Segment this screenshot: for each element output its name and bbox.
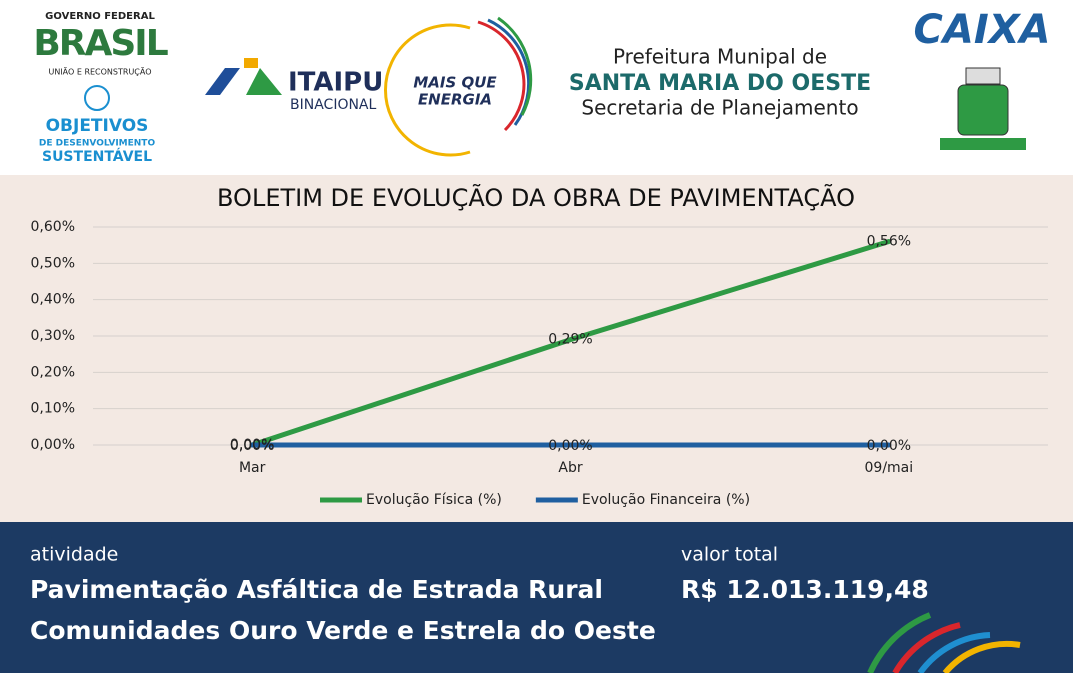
itaipu-sub: BINACIONAL [290, 97, 377, 113]
activity-label: atividade [30, 544, 118, 566]
un-emblem [84, 85, 110, 111]
total-value: R$ 12.013.119,48 [681, 575, 929, 604]
y-tick-label: 0,20% [31, 364, 75, 380]
series-line [249, 239, 892, 448]
decor-arc [917, 632, 991, 673]
y-tick-label: 0,40% [31, 292, 75, 308]
value-label: 0,29% [548, 332, 592, 348]
slogan-arc [477, 20, 526, 132]
ods-1: OBJETIVOS [46, 116, 149, 136]
x-tick-label: Mar [239, 460, 266, 476]
footer-bg [0, 522, 1073, 673]
activity-1: Pavimentação Asfáltica de Estrada Rural [30, 575, 603, 604]
decor-arc [942, 640, 1021, 673]
slogan-2: ENERGIA [418, 91, 492, 109]
y-tick-label: 0,10% [31, 401, 75, 417]
x-tick-label: Abr [558, 460, 582, 476]
y-tick-label: 0,50% [31, 255, 75, 271]
slogan-arc [384, 23, 471, 157]
value-label: 0,00% [548, 438, 592, 454]
city-crest [957, 84, 1009, 136]
decor-arc [892, 622, 961, 673]
decor-arc [867, 612, 932, 673]
city-2: SANTA MARIA DO OESTE [569, 71, 871, 96]
x-tick-label: 09/mai [865, 460, 914, 476]
chart-title: BOLETIM DE EVOLUÇÃO DA OBRA DE PAVIMENTA… [217, 182, 855, 212]
y-tick-label: 0,60% [31, 219, 75, 235]
ods-3: SUSTENTÁVEL [42, 148, 152, 165]
slogan-arc [497, 16, 533, 116]
gov-top: GOVERNO FEDERAL [45, 11, 155, 22]
city-crest [940, 138, 1026, 150]
value-label: 0,00% [230, 438, 274, 454]
legend-label: Evolução Física (%) [366, 492, 502, 508]
legend-label: Evolução Financeira (%) [582, 492, 750, 508]
itaipu-name: ITAIPU [288, 68, 383, 98]
header-bg [0, 0, 1073, 175]
gov-sub: UNIÃO E RECONSTRUÇÃO [48, 67, 151, 77]
slogan-1: MAIS QUE [413, 74, 497, 92]
value-label: 0,56% [867, 234, 911, 250]
city-crest [965, 67, 1001, 85]
y-tick-label: 0,30% [31, 328, 75, 344]
value-label: 0,00% [230, 437, 274, 453]
caixa-logo: CAIXA [914, 7, 1051, 53]
gov-brand: BRASIL [33, 23, 167, 64]
value-label: valor total [681, 544, 778, 566]
y-tick-label: 0,00% [31, 437, 75, 453]
itaipu-mark [244, 58, 258, 68]
ods-2: DE DESENVOLVIMENTO [39, 139, 156, 149]
city-3: Secretaria de Planejamento [581, 96, 858, 120]
itaipu-mark [246, 68, 282, 95]
city-1: Prefeitura Munipal de [613, 45, 827, 69]
itaipu-mark [205, 68, 240, 95]
value-label: 0,00% [867, 438, 911, 454]
activity-2: Comunidades Ouro Verde e Estrela do Oest… [30, 616, 656, 645]
